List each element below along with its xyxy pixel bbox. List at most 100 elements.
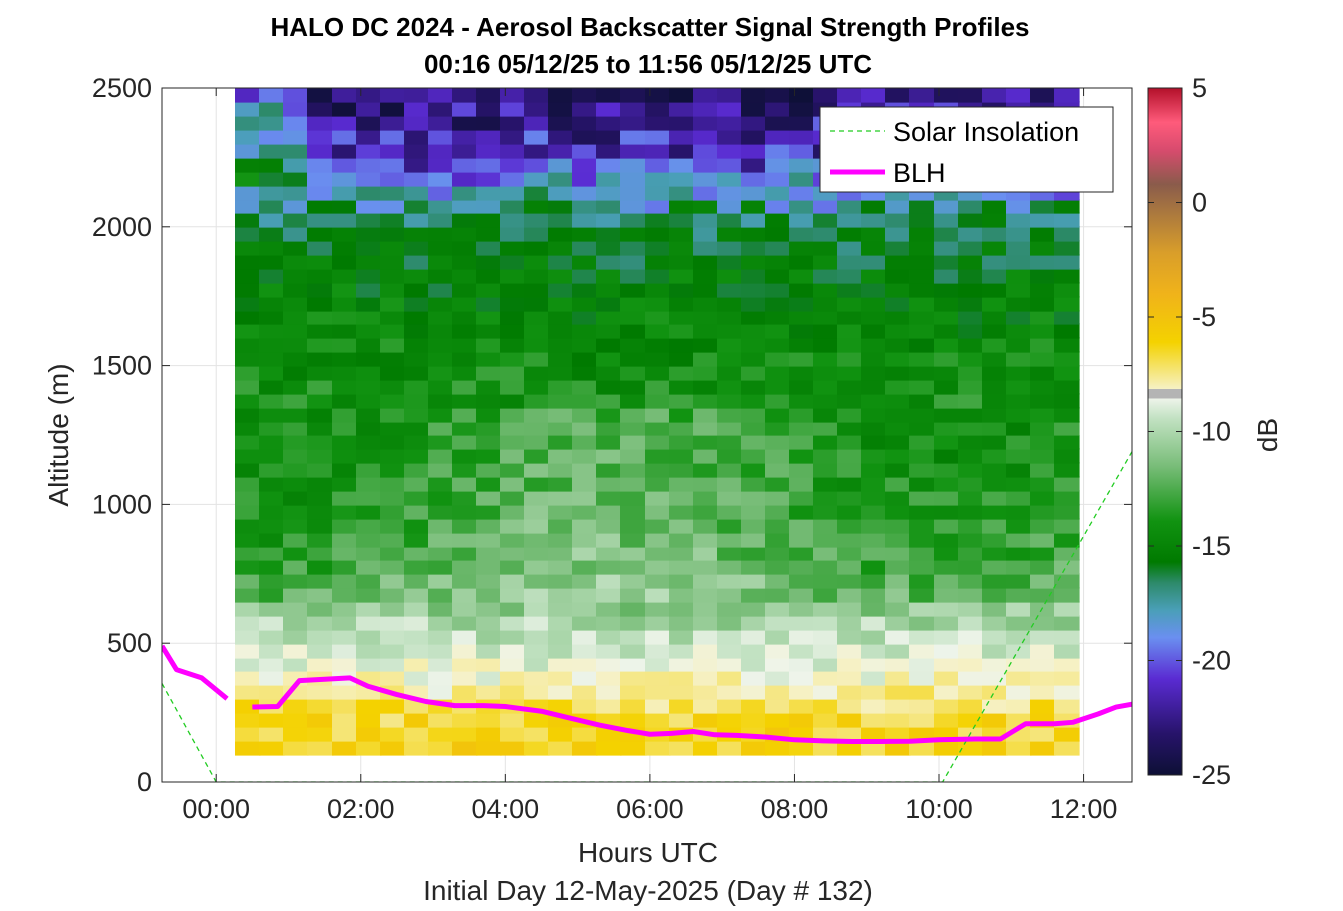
heatmap-cell: [909, 712, 936, 728]
heatmap-cell: [837, 657, 863, 672]
heatmap-cell: [524, 129, 550, 145]
heatmap-cell: [404, 351, 430, 367]
heatmap-cell: [958, 88, 984, 103]
heatmap-cell: [717, 698, 743, 714]
heatmap-cell: [1054, 615, 1080, 631]
heatmap-cell: [813, 684, 839, 700]
heatmap-cell: [934, 323, 960, 339]
heatmap-cell: [572, 393, 598, 409]
heatmap-cell: [837, 310, 863, 325]
heatmap-cell: [1054, 379, 1080, 395]
heatmap-cell: [259, 726, 285, 742]
heatmap-cell: [982, 323, 1008, 339]
heatmap-cell: [1054, 740, 1080, 756]
heatmap-cell: [596, 351, 622, 367]
heatmap-cell: [235, 629, 261, 645]
heatmap-cell: [428, 254, 454, 270]
heatmap-cell: [861, 393, 887, 409]
heatmap-cell: [259, 296, 285, 312]
heatmap-cell: [452, 88, 478, 103]
heatmap-cell: [332, 226, 358, 242]
heatmap-cell: [1030, 587, 1056, 603]
heatmap-cell: [524, 615, 550, 631]
heatmap-cell: [259, 351, 285, 367]
heatmap-cell: [404, 268, 430, 284]
heatmap-cell: [332, 296, 358, 312]
heatmap-cell: [500, 101, 526, 117]
heatmap-cell: [837, 407, 863, 423]
heatmap-cell: [356, 615, 382, 631]
heatmap-cell: [596, 310, 622, 325]
heatmap-cell: [669, 559, 695, 575]
heatmap-cell: [909, 310, 936, 325]
heatmap-cell: [934, 476, 960, 492]
heatmap-cell: [1054, 323, 1080, 339]
heatmap-cell: [741, 462, 767, 478]
heatmap-cell: [524, 573, 550, 589]
heatmap-cell: [1054, 421, 1080, 436]
heatmap-cell: [307, 393, 334, 409]
heatmap-cell: [982, 379, 1008, 395]
heatmap-cell: [1006, 573, 1032, 589]
heatmap-cell: [789, 462, 815, 478]
heatmap-cell: [307, 740, 334, 756]
heatmap-cell: [596, 88, 622, 103]
heatmap-cell: [1030, 532, 1056, 548]
heatmap-cell: [958, 421, 984, 436]
heatmap-cell: [813, 657, 839, 672]
heatmap-cell: [548, 212, 574, 228]
heatmap-cell: [332, 643, 358, 659]
heatmap-cell: [235, 171, 261, 187]
heatmap-cell: [259, 254, 285, 270]
heatmap-cell: [765, 129, 791, 145]
heatmap-cell: [452, 476, 478, 492]
heatmap-cell: [909, 532, 936, 548]
heatmap-cell: [813, 199, 839, 214]
heatmap-cell: [669, 337, 695, 353]
heatmap-cell: [476, 199, 502, 214]
heatmap-cell: [958, 629, 984, 645]
heatmap-cell: [548, 254, 574, 270]
heatmap-cell: [476, 143, 502, 159]
heatmap-cell: [934, 407, 960, 423]
heatmap-cell: [307, 546, 334, 561]
heatmap-cell: [765, 546, 791, 561]
heatmap-cell: [861, 323, 887, 339]
heatmap-cell: [1006, 268, 1032, 284]
heatmap-cell: [572, 476, 598, 492]
heatmap-cell: [307, 157, 334, 173]
heatmap-cell: [1030, 407, 1056, 423]
heatmap-cell: [789, 337, 815, 353]
heatmap-cell: [572, 365, 598, 381]
heatmap-cell: [332, 310, 358, 325]
heatmap-cell: [958, 518, 984, 534]
heatmap-cell: [380, 393, 406, 409]
heatmap-cell: [765, 407, 791, 423]
heatmap-cell: [765, 337, 791, 353]
heatmap-cell: [934, 504, 960, 520]
heatmap-cell: [307, 254, 334, 270]
heatmap-cell: [283, 185, 309, 201]
heatmap-cell: [283, 435, 309, 450]
heatmap-cell: [524, 421, 550, 436]
heatmap-cell: [717, 462, 743, 478]
heatmap-cell: [741, 129, 767, 145]
heatmap-cell: [693, 698, 719, 714]
heatmap-cell: [404, 740, 430, 756]
heatmap-cell: [259, 684, 285, 700]
heatmap-cell: [958, 212, 984, 228]
heatmap-cell: [283, 421, 309, 436]
heatmap-cell: [982, 296, 1008, 312]
heatmap-cell: [909, 351, 936, 367]
heatmap-cell: [307, 268, 334, 284]
heatmap-cell: [934, 88, 960, 103]
heatmap-cell: [934, 629, 960, 645]
heatmap-cell: [235, 143, 261, 159]
y-tick-label: 2000: [92, 212, 152, 242]
heatmap-cell: [235, 351, 261, 367]
heatmap-cell: [620, 115, 647, 131]
heatmap-cell: [548, 199, 574, 214]
heatmap-cell: [934, 587, 960, 603]
colorbar-tick-label: -10: [1192, 417, 1231, 447]
heatmap-cell: [765, 532, 791, 548]
